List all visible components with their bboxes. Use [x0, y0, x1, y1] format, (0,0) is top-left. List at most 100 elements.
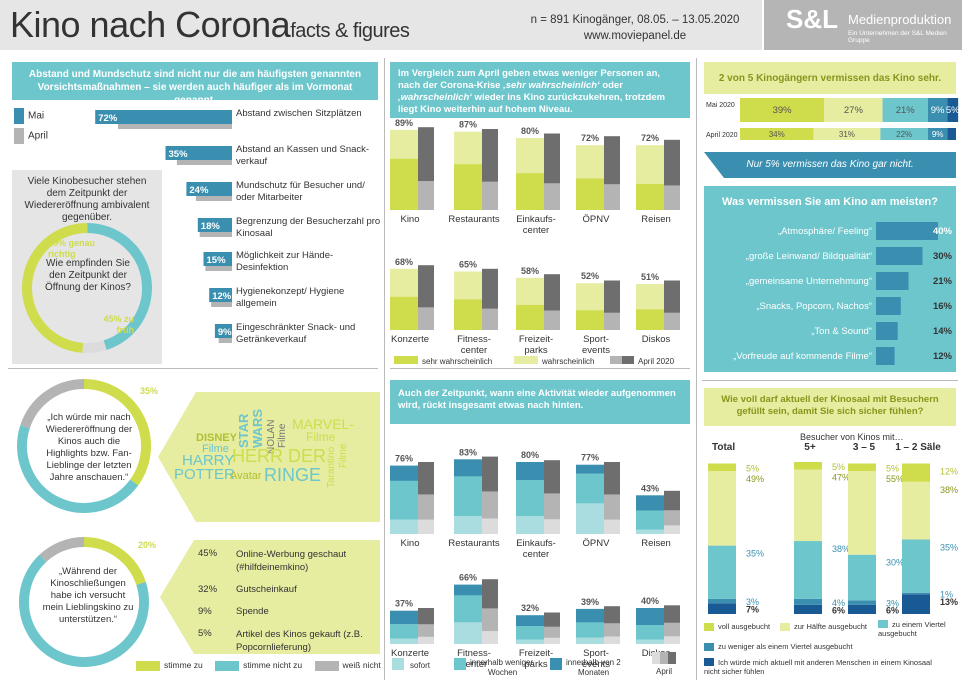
occupancy-value: 13% — [940, 597, 958, 607]
bar-april-lower — [604, 519, 620, 534]
bar-may — [95, 110, 232, 124]
category-label: ÖPNV — [583, 214, 611, 225]
bar-label: 39% — [581, 597, 599, 607]
brand-block: S&L Medienproduktion Ein Unternehmen der… — [764, 0, 962, 50]
support-legend: stimme zu stimme nicht zu weiß nicht — [136, 660, 381, 671]
donut-slice — [19, 554, 149, 667]
measures-chart: 72% Abstand zwischen Sitzplätzen 35% Abstan… — [95, 108, 380, 345]
bar-label: 37% — [395, 599, 413, 609]
most-missed-label: „Snacks, Popcorn, Nachos“ — [756, 301, 872, 312]
most-missed-label: „gemeinsame Unternehmung“ — [746, 276, 872, 287]
bar-immediately — [390, 519, 418, 534]
miss-segment — [824, 98, 883, 122]
website-link[interactable]: www.moviepanel.de — [583, 30, 687, 42]
legend-label-unknown: weiß nicht — [342, 660, 381, 670]
miss-label: 27% — [844, 105, 864, 116]
miss-segment — [880, 128, 928, 140]
bar-weeks — [576, 622, 604, 638]
word-disney: DISNEY — [196, 432, 237, 444]
row-divider — [8, 368, 378, 369]
occupancy-value: 47% — [832, 473, 850, 483]
measures-intro: Abstand und Mundschutz sind nicht nur di… — [12, 62, 378, 106]
bar-april-lower — [418, 519, 434, 534]
legend-swatch-quarter — [878, 620, 888, 628]
miss-label: 5% — [946, 105, 960, 116]
most-missed-bar — [876, 322, 898, 340]
bar-label: 35% — [169, 149, 189, 160]
bar-likely — [390, 268, 418, 297]
bar-immediately — [576, 503, 604, 534]
legend-label-unsafe: Ich würde mich aktuell mit anderen Mensc… — [704, 658, 932, 676]
bar-weeks — [636, 625, 664, 640]
word-ringe: RINGE — [264, 465, 322, 485]
category-label: Begrenzung der Besucherzahl pro Kinosaal — [236, 216, 380, 239]
category-label: Einkaufs- — [516, 538, 556, 549]
occupancy-value: 1% — [940, 589, 953, 599]
occupancy-category: 3 – 5 — [853, 442, 876, 453]
word-tarantino: Tarantino — [326, 446, 337, 488]
legend-label: Wochen — [488, 668, 517, 677]
opening-label-early: 45% zu früh — [103, 314, 134, 335]
miss-footer: Nur 5% vermissen das Kino gar nicht. — [746, 159, 914, 170]
bar-label: 24% — [189, 185, 209, 196]
legend-swatch — [610, 356, 622, 364]
bar-label: 58% — [521, 266, 539, 276]
miss-label: 39% — [773, 105, 793, 116]
word-marvel: MARVEL- — [292, 416, 354, 432]
most-missed-label: „Ton & Sound“ — [811, 326, 872, 337]
bar-weeks — [454, 476, 482, 516]
occupancy-segment — [794, 469, 822, 542]
bar-label: 18% — [201, 221, 221, 232]
support-pct-4: 5% — [198, 628, 212, 639]
bar-very-likely — [390, 296, 418, 330]
most-missed-value: 21% — [933, 276, 953, 287]
legend-swatch — [550, 658, 562, 670]
bar-april — [211, 302, 232, 307]
occupancy-value: 30% — [886, 558, 904, 568]
bar-april-lower — [664, 636, 680, 644]
legend-swatch — [668, 652, 676, 664]
category-label: Kino — [400, 538, 419, 549]
category-label: Diskos — [642, 334, 671, 345]
category-label: Einkaufs- — [516, 214, 556, 225]
most-missed-title: Was vermissen Sie am Kino am meisten? — [721, 196, 938, 208]
legend-swatch — [394, 356, 418, 364]
bar-two-months — [636, 608, 664, 626]
bar-label: 9% — [218, 327, 232, 338]
legend-label-april: April — [28, 130, 49, 142]
bar-label: 40% — [641, 596, 659, 606]
most-missed-value: 14% — [933, 326, 953, 337]
donut-slice — [39, 537, 85, 563]
bar-very-likely — [454, 299, 482, 330]
legend-label-less: zu weniger als einem Viertel ausgebucht — [718, 642, 853, 651]
bar-very-likely — [516, 173, 544, 210]
occupancy-segment — [708, 603, 736, 614]
bar-very-likely — [454, 164, 482, 210]
bar-likely — [576, 283, 604, 311]
support-label-2: Gutscheinkauf — [236, 584, 297, 595]
miss-footer-band — [704, 152, 956, 178]
bar-likely — [636, 145, 664, 184]
category-label: Hygienekonzept/ Hygiene allgemein — [236, 286, 344, 309]
most-missed-chart: „Atmosphäre/ Feeling“ 40% „große Leinwand/… — [733, 222, 953, 365]
legend-swatch — [454, 658, 466, 670]
legend-label: wahrscheinlich — [541, 357, 594, 366]
category-label: center — [523, 549, 549, 560]
measures-legend: Mai April — [14, 108, 48, 144]
support-pct-1: 45% — [198, 548, 218, 559]
bar-april — [199, 232, 232, 237]
brand-logo: S&L — [786, 4, 838, 34]
donut-slice — [82, 340, 107, 353]
bar-may — [209, 288, 232, 302]
miss-label: 31% — [839, 130, 855, 139]
occupancy-category: 1 – 2 Säle — [895, 442, 941, 453]
bar-very-likely — [576, 178, 604, 210]
miss-segment — [813, 128, 881, 140]
bar-two-months — [390, 610, 418, 625]
legend-label: sehr wahrscheinlich — [422, 357, 492, 366]
word-avatar: Avatar — [230, 470, 262, 482]
most-missed-bar — [876, 347, 895, 365]
occupancy-segment — [848, 604, 876, 614]
occupancy-segment — [708, 545, 736, 599]
bar-likely — [516, 138, 544, 174]
